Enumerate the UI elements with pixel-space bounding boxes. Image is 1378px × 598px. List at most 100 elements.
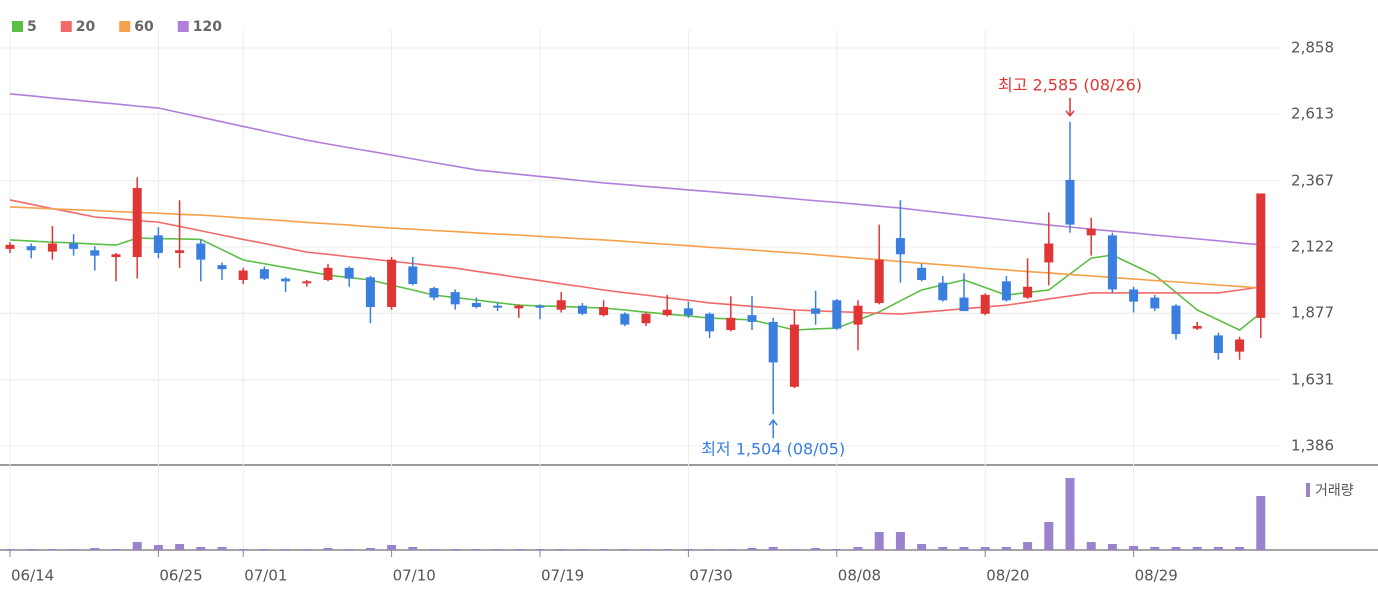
high-annotation: 최고 2,585 (08/26) [998, 75, 1142, 94]
y-tick-label: 1,631 [1291, 370, 1334, 388]
low-arrow [768, 418, 778, 439]
candle-body [429, 288, 439, 298]
candle-body [47, 243, 57, 252]
candle-body [662, 309, 672, 316]
volume-bar [1235, 547, 1245, 550]
candle-body [556, 300, 566, 310]
volume-bar [599, 549, 609, 550]
volume-bar [768, 547, 778, 550]
y-tick-label: 2,122 [1291, 238, 1334, 256]
volume-bar [1065, 478, 1075, 550]
x-tick-label: 07/19 [541, 567, 584, 585]
candle-body [726, 317, 736, 331]
high-arrow [1065, 97, 1075, 118]
volume-bar [980, 547, 990, 550]
candle-body [789, 324, 799, 387]
candle-body [917, 267, 927, 280]
volume-bar [493, 549, 503, 550]
x-tick-label: 07/30 [689, 567, 732, 585]
candle-body [768, 321, 778, 363]
legend-label: 20 [76, 19, 96, 35]
candle-body [323, 267, 333, 280]
candle-body [683, 308, 693, 316]
volume-bar [47, 549, 57, 550]
candle-body [577, 305, 587, 314]
ma-line [9, 206, 1261, 289]
volume-bar [1256, 496, 1266, 550]
candle-body [1065, 179, 1075, 225]
candle-body [69, 243, 79, 249]
volume-bar [789, 549, 799, 550]
candle-body [1235, 339, 1245, 352]
candle-body [26, 246, 36, 251]
volume-bar [895, 532, 905, 550]
candle-body [938, 282, 948, 301]
candle-body [1150, 297, 1160, 309]
legend: 5 20 60 120 [12, 19, 222, 35]
volume-bar [387, 545, 397, 550]
volume-bar [535, 549, 545, 550]
candle-body [259, 269, 269, 279]
candle-body [1086, 228, 1096, 236]
x-tick-label: 07/01 [244, 567, 287, 585]
volume-bar [26, 549, 36, 550]
ma-line [9, 199, 1261, 315]
volume-bar [344, 549, 354, 550]
y-tick-label: 2,613 [1291, 105, 1334, 123]
y-tick-label: 2,367 [1291, 171, 1334, 189]
volume-bar [259, 549, 269, 550]
volume-bar [938, 547, 948, 550]
candle-body [217, 265, 227, 270]
candle-body [895, 238, 905, 255]
candle-body [175, 250, 185, 253]
candle-body [980, 294, 990, 314]
x-tick-label: 06/14 [11, 567, 54, 585]
volume-bar [175, 544, 185, 550]
candle-body [535, 305, 545, 308]
volume-bar [514, 549, 524, 550]
volume-bar [471, 549, 481, 550]
x-tick-label: 06/25 [159, 567, 202, 585]
candle-body [853, 305, 863, 325]
volume-bar [705, 549, 715, 550]
candle-body [1129, 289, 1139, 302]
volume-bar [153, 545, 163, 550]
volume-bar [69, 549, 79, 550]
volume-bar [1192, 547, 1202, 550]
candle-body [111, 254, 121, 258]
volume-bar [196, 547, 206, 550]
candle-body [832, 300, 842, 329]
y-tick-label: 1,386 [1291, 437, 1334, 455]
volume-bar [450, 549, 460, 550]
volume-bar [874, 532, 884, 550]
volume-bar [1023, 542, 1033, 550]
legend-swatch [60, 21, 72, 32]
volume-bar [959, 547, 969, 550]
volume-bar [365, 548, 375, 550]
candle-body [1023, 286, 1033, 298]
candle-body [5, 244, 15, 249]
candle-body [387, 259, 397, 308]
volume-bar [1107, 544, 1117, 550]
legend-swatch [12, 21, 23, 32]
candle-body [471, 302, 481, 308]
volume-bar [853, 547, 863, 550]
candle-body [747, 315, 757, 322]
candle-body [153, 235, 163, 253]
ma-line [9, 93, 1261, 246]
x-tick-label: 07/10 [393, 567, 436, 585]
volume-bar [1086, 542, 1096, 550]
volume-bar [217, 547, 227, 550]
volume-bar [1213, 547, 1223, 550]
candle-body [196, 243, 206, 260]
legend-label: 60 [134, 19, 154, 35]
legend-label: 5 [27, 19, 37, 35]
volume-bar [641, 549, 651, 550]
volume-bar [5, 549, 15, 550]
x-tick-label: 08/29 [1135, 567, 1178, 585]
candle-body [641, 313, 651, 324]
candle-body [90, 250, 100, 256]
volume-bar [429, 549, 439, 550]
